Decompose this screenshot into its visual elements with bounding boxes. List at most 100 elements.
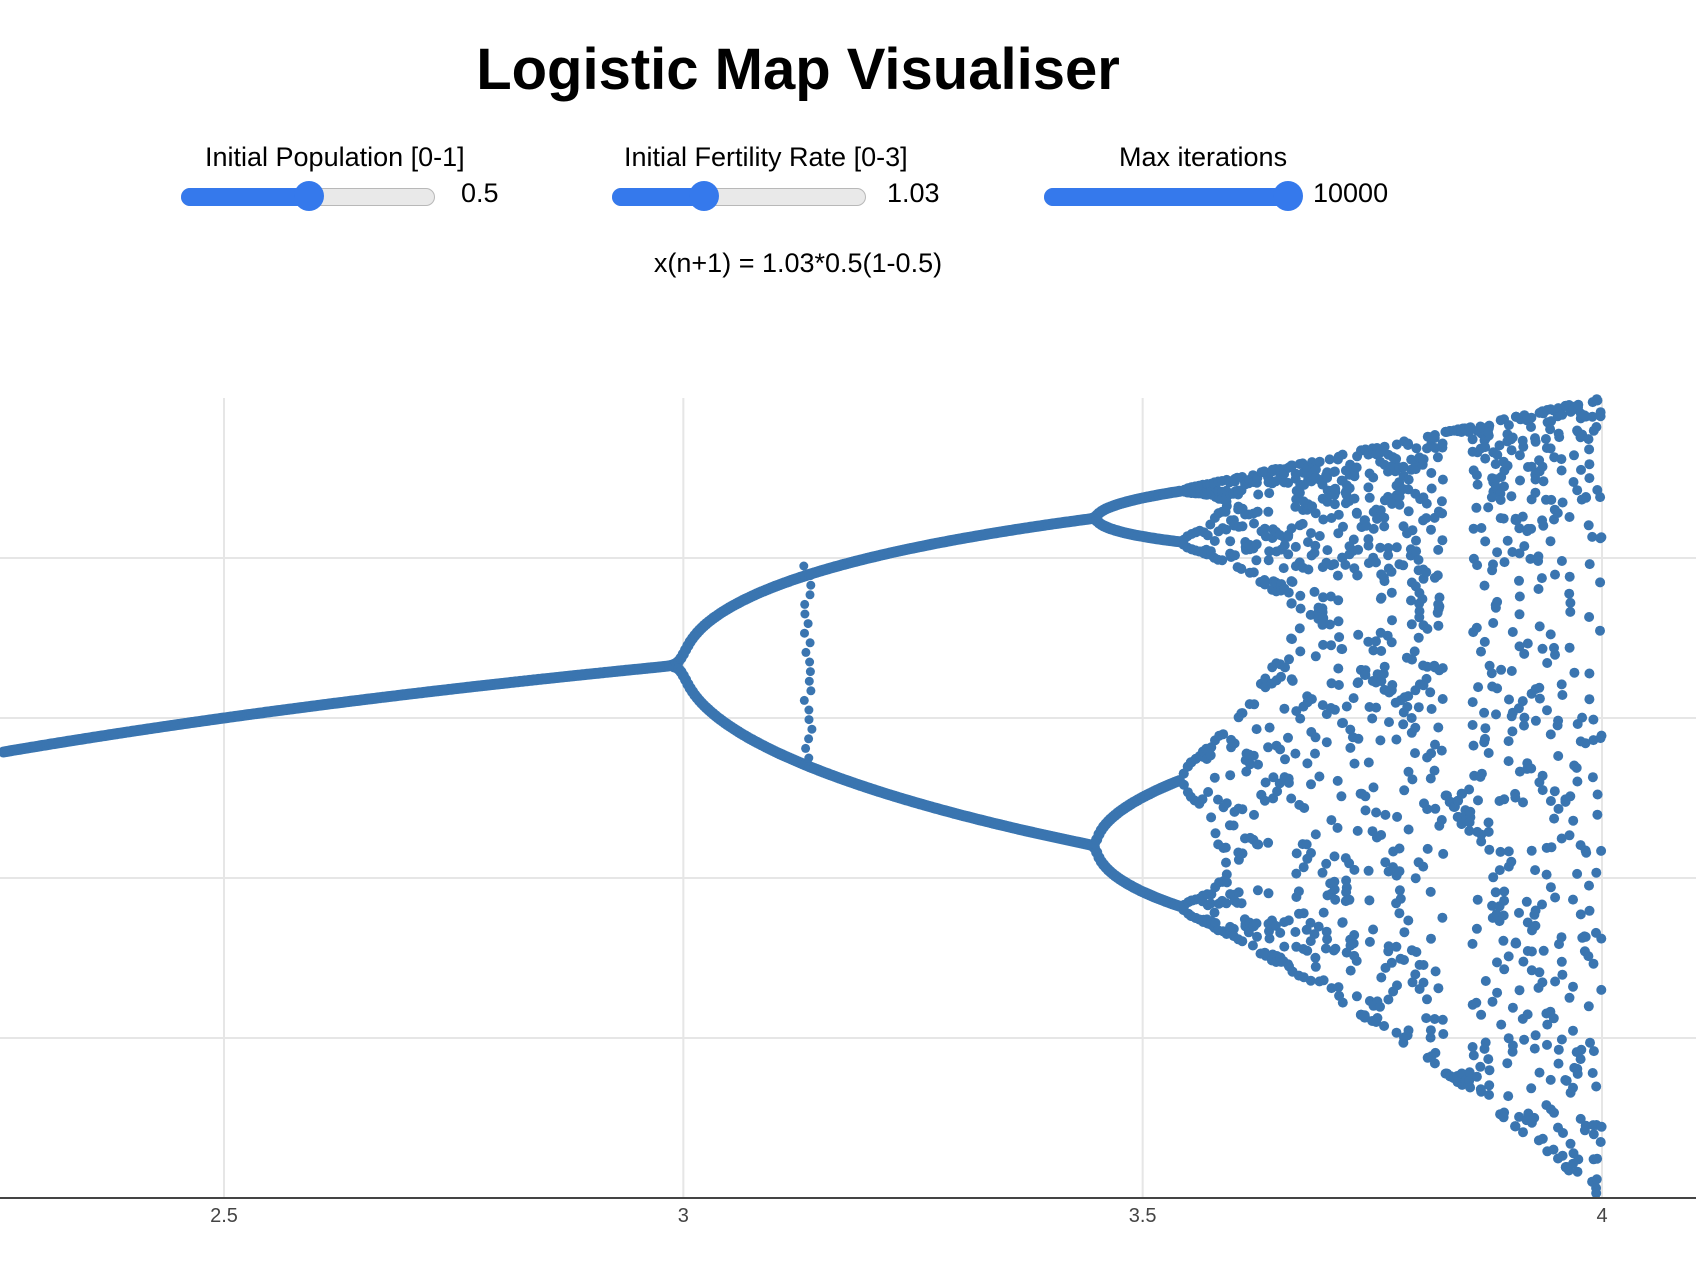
data-point xyxy=(1433,544,1444,555)
data-point xyxy=(1332,822,1343,833)
data-point xyxy=(1517,511,1528,522)
slider-thumb[interactable] xyxy=(689,181,720,211)
data-point xyxy=(805,590,815,600)
data-point xyxy=(1286,598,1297,609)
slider-thumb[interactable] xyxy=(294,181,324,211)
data-point xyxy=(1368,645,1379,656)
data-point xyxy=(1309,586,1320,597)
data-point xyxy=(1297,518,1308,529)
x-tick-label: 2.5 xyxy=(210,1205,238,1227)
data-point xyxy=(1545,882,1556,893)
data-point xyxy=(1310,540,1321,551)
data-point xyxy=(1383,941,1394,952)
data-point xyxy=(1537,515,1548,526)
data-point xyxy=(1591,1183,1602,1193)
data-point xyxy=(1595,1137,1606,1147)
data-point xyxy=(1526,461,1537,472)
data-point xyxy=(1499,557,1510,568)
data-point xyxy=(1548,1013,1559,1024)
data-point xyxy=(1310,829,1321,840)
data-point xyxy=(1363,636,1374,647)
data-point xyxy=(1537,899,1547,910)
data-point xyxy=(1492,957,1502,968)
data-point xyxy=(1380,809,1391,820)
data-point xyxy=(1517,696,1528,707)
initial-population-slider[interactable] xyxy=(181,181,435,211)
x-tick-label: 3 xyxy=(678,1205,689,1227)
data-point xyxy=(1584,880,1594,891)
data-point xyxy=(1471,622,1482,633)
data-point xyxy=(1467,434,1478,445)
data-point xyxy=(1471,923,1482,934)
data-point xyxy=(800,628,809,638)
data-point xyxy=(1326,640,1337,651)
data-point xyxy=(1371,1017,1382,1027)
data-point xyxy=(1468,523,1479,534)
data-point xyxy=(1514,985,1525,996)
data-point xyxy=(1503,420,1514,431)
data-point xyxy=(1407,977,1418,988)
data-point xyxy=(1310,952,1321,963)
data-point xyxy=(1295,646,1306,657)
data-point xyxy=(1360,670,1371,680)
data-point xyxy=(1391,734,1402,745)
max-iterations-slider[interactable] xyxy=(1044,181,1303,211)
data-point xyxy=(1318,907,1329,918)
data-point xyxy=(1526,422,1536,432)
initial-fertility-rate-slider[interactable] xyxy=(612,181,866,211)
data-point xyxy=(1221,857,1231,868)
data-point xyxy=(1386,566,1397,577)
data-point xyxy=(1283,732,1293,743)
data-point xyxy=(1503,756,1514,767)
data-point xyxy=(1511,938,1522,949)
data-point xyxy=(1317,619,1328,630)
data-point xyxy=(1503,951,1514,962)
data-point xyxy=(1475,1061,1486,1072)
data-point xyxy=(1530,920,1541,931)
data-point xyxy=(1264,488,1275,499)
data-point xyxy=(1205,898,1216,909)
data-point xyxy=(1529,1112,1540,1123)
data-point xyxy=(1490,481,1501,492)
data-point xyxy=(1359,1012,1370,1023)
data-point xyxy=(1403,915,1414,926)
data-point xyxy=(1349,493,1360,504)
data-point xyxy=(1514,591,1525,602)
data-point xyxy=(1499,794,1510,805)
data-point xyxy=(1422,843,1433,854)
data-point xyxy=(1426,468,1437,478)
data-point xyxy=(1295,603,1306,614)
data-point xyxy=(1550,892,1561,903)
data-point xyxy=(1584,559,1595,570)
data-point xyxy=(1526,763,1537,774)
data-point xyxy=(1568,1025,1578,1036)
data-point xyxy=(1283,587,1294,598)
data-point xyxy=(1383,550,1394,561)
data-point xyxy=(1506,445,1517,456)
data-point xyxy=(1534,682,1545,693)
data-point xyxy=(1310,464,1321,475)
data-point xyxy=(1557,409,1568,420)
data-point xyxy=(1550,569,1560,580)
data-point xyxy=(1305,917,1316,928)
data-point xyxy=(1221,898,1232,909)
data-point xyxy=(1564,992,1575,1003)
data-point xyxy=(1438,1029,1449,1039)
data-point xyxy=(1221,798,1232,809)
data-point xyxy=(1472,560,1483,571)
data-point xyxy=(1394,499,1405,510)
data-point xyxy=(1529,1043,1540,1054)
data-point xyxy=(1503,846,1514,857)
slider-thumb[interactable] xyxy=(1273,181,1303,211)
data-point xyxy=(1553,751,1564,761)
data-point xyxy=(1595,533,1606,544)
data-point xyxy=(1318,514,1329,525)
data-point xyxy=(1295,713,1306,724)
data-point xyxy=(1430,739,1440,750)
data-point xyxy=(1573,1154,1584,1165)
data-point xyxy=(1572,776,1583,787)
equation-text: x(n+1) = 1.03*0.5(1-0.5) xyxy=(653,248,943,278)
data-point xyxy=(1588,714,1599,725)
data-point xyxy=(1480,976,1491,986)
